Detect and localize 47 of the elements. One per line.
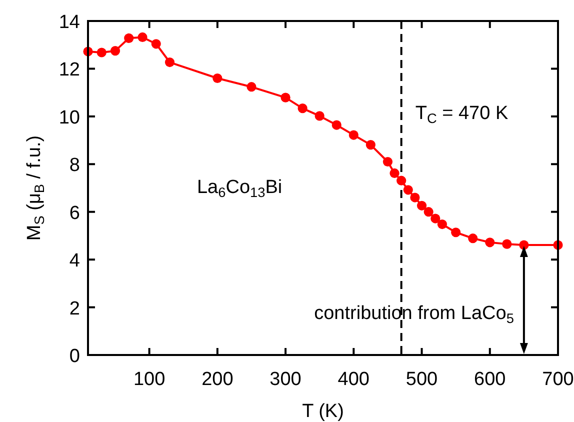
x-axis-title: T (K) <box>302 401 344 422</box>
point <box>502 239 512 249</box>
y-tick-label: 2 <box>69 298 80 320</box>
x-tick-label: 500 <box>406 369 438 390</box>
y-tick-label: 12 <box>58 60 80 81</box>
point <box>138 32 148 42</box>
point <box>246 82 256 92</box>
point <box>96 48 106 58</box>
x-tick-label: 200 <box>202 369 234 390</box>
point <box>382 156 393 167</box>
y-tick-label: 10 <box>58 107 80 128</box>
x-tick-label: 100 <box>133 369 166 390</box>
x-tick-label: 700 <box>542 369 574 390</box>
x-tick-label: 400 <box>338 369 370 390</box>
point <box>348 130 358 140</box>
x-tick-label: 300 <box>270 369 302 390</box>
y-tick-label: 4 <box>69 250 80 272</box>
point <box>390 168 400 178</box>
point <box>110 46 120 56</box>
point <box>424 207 434 217</box>
point <box>396 176 406 186</box>
annotation: contribution from LaCo$_{5}$ <box>314 303 514 326</box>
y-tick-label: 14 <box>58 12 80 33</box>
point <box>298 104 308 114</box>
point <box>410 192 420 202</box>
point <box>124 33 134 43</box>
point <box>164 57 175 68</box>
point <box>366 140 376 150</box>
point <box>485 238 495 248</box>
point <box>430 214 440 224</box>
y-tick-label: 6 <box>69 202 80 224</box>
point <box>451 228 461 238</box>
ref-line-label: T$_{C}$ = 470 K <box>415 102 508 126</box>
point <box>314 111 324 121</box>
y-tick-label: 0 <box>69 346 80 367</box>
point <box>437 219 448 230</box>
point <box>519 240 529 250</box>
y-tick-label: 8 <box>69 155 80 176</box>
point <box>280 92 290 102</box>
point <box>212 73 222 84</box>
point <box>332 120 342 130</box>
point <box>416 200 427 210</box>
point <box>403 185 413 195</box>
point <box>151 39 161 49</box>
annotation: La$_{6}$Co$_{13}$Bi <box>196 176 282 200</box>
point <box>468 234 478 244</box>
x-tick-label: 600 <box>474 369 506 390</box>
